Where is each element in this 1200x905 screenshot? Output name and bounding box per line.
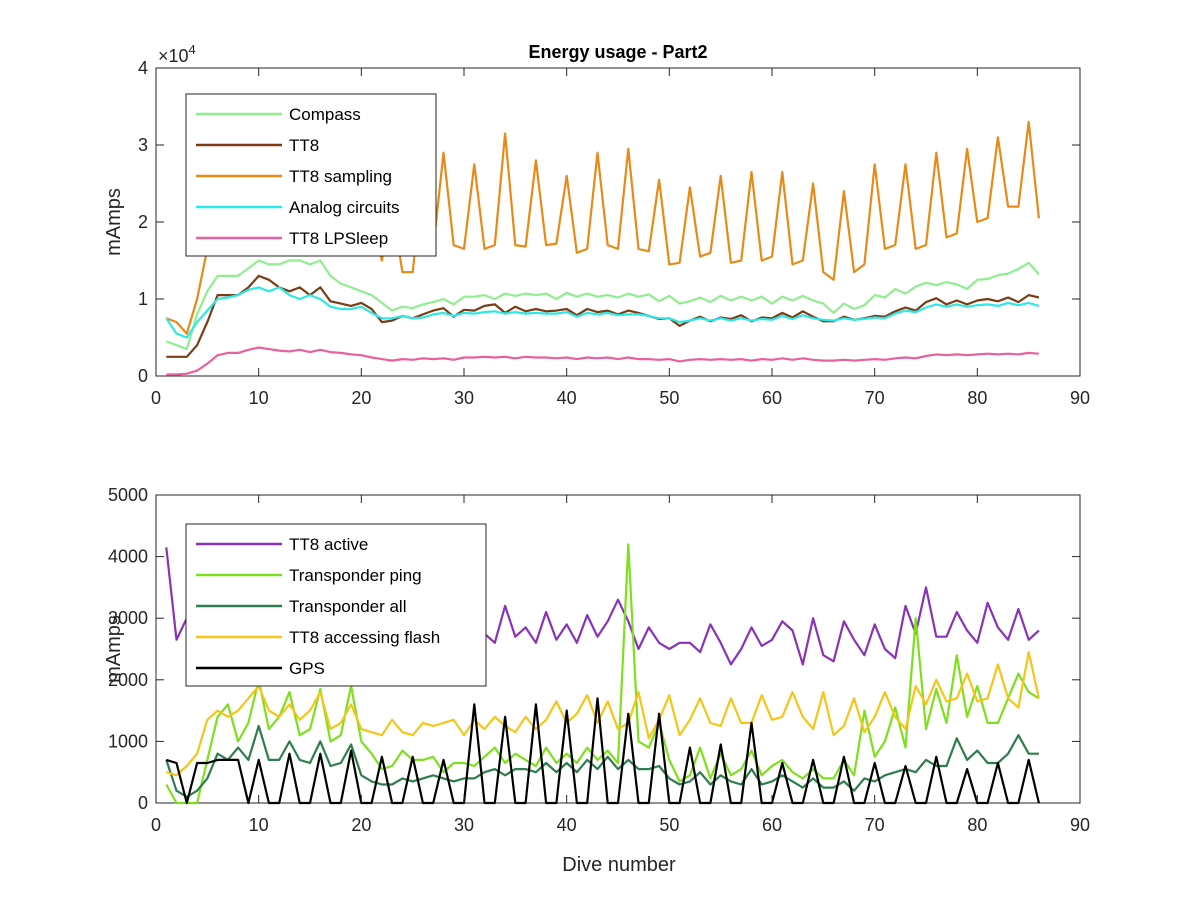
bottom-y-tick-label: 5000 (108, 485, 148, 505)
top-y-tick-label: 1 (138, 289, 148, 309)
bottom-x-tick-label: 70 (865, 815, 885, 835)
bottom-legend-label: GPS (289, 659, 325, 678)
bottom-series-line-5 (165, 697, 1040, 805)
bottom-x-axis-label: Dive number (562, 854, 676, 876)
top-series-line-4 (165, 286, 1040, 339)
top-y-tick-label: 0 (138, 366, 148, 386)
top-legend-label: TT8 sampling (289, 167, 392, 186)
bottom-x-tick-label: 40 (557, 815, 577, 835)
bottom-x-tick-label: 60 (762, 815, 782, 835)
bottom-legend-label: TT8 accessing flash (289, 628, 440, 647)
top-y-tick-label: 4 (138, 58, 148, 78)
bottom-legend-label: Transponder ping (289, 566, 422, 585)
bottom-x-tick-label: 80 (967, 815, 987, 835)
exponent-power: 4 (189, 42, 196, 57)
top-legend-label: Analog circuits (289, 198, 400, 217)
top-series-group (165, 120, 1040, 376)
bottom-x-tick-label: 30 (454, 815, 474, 835)
top-x-tick-label: 0 (151, 388, 161, 408)
top-series-line-1 (165, 259, 1040, 351)
bottom-y-tick-label: 0 (138, 793, 148, 813)
top-y-tick-label: 2 (138, 212, 148, 232)
top-x-tick-label: 40 (557, 388, 577, 408)
top-legend: Compass TT8 TT8 sampling Analog circuits TT8… (185, 93, 437, 257)
bottom-legend-label: TT8 active (289, 535, 368, 554)
bottom-x-tick-label: 90 (1070, 815, 1090, 835)
exponent-base: ×10 (158, 46, 189, 66)
top-x-tick-label: 30 (454, 388, 474, 408)
top-x-tick-label: 60 (762, 388, 782, 408)
top-chart: 0 10 20 30 40 50 60 70 80 90 0 1 2 3 4 Energy usage - … (103, 42, 1090, 408)
top-x-tick-label: 90 (1070, 388, 1090, 408)
bottom-chart: 0 10 20 30 40 50 60 70 80 90 0 1000 2000 3000 4000 5000… (103, 485, 1090, 876)
top-y-exponent: ×104 (158, 42, 196, 66)
bottom-y-tick-label: 2000 (108, 670, 148, 690)
top-series-line-5 (166, 346, 1039, 376)
top-x-tick-label: 10 (249, 388, 269, 408)
top-y-axis-label: mAmps (103, 188, 125, 256)
bottom-legend-label: Transponder all (289, 597, 407, 616)
top-x-tick-label: 50 (659, 388, 679, 408)
top-y-tick-label: 3 (138, 135, 148, 155)
bottom-x-tick-label: 10 (249, 815, 269, 835)
top-x-tick-label: 80 (967, 388, 987, 408)
bottom-legend: TT8 active Transponder ping Transponder al… (185, 523, 487, 687)
top-x-tick-label: 70 (865, 388, 885, 408)
bottom-x-tick-label: 20 (351, 815, 371, 835)
chart-title: Energy usage - Part2 (528, 42, 707, 62)
bottom-y-tick-label: 4000 (108, 547, 148, 567)
bottom-x-tick-label: 50 (659, 815, 679, 835)
top-legend-label: TT8 (289, 136, 319, 155)
top-x-tick-label: 20 (351, 388, 371, 408)
top-series-line-2 (166, 274, 1040, 358)
bottom-x-tick-label: 0 (151, 815, 161, 835)
bottom-y-axis-label: mAmps (103, 615, 125, 683)
top-legend-label: TT8 LPSleep (289, 229, 388, 248)
bottom-y-tick-label: 3000 (108, 608, 148, 628)
top-legend-label: Compass (289, 105, 361, 124)
bottom-series-group (165, 543, 1040, 805)
top-ticks: 0 10 20 30 40 50 60 70 80 90 0 1 2 3 4 (138, 58, 1090, 408)
bottom-series-line-4 (165, 650, 1040, 777)
bottom-series-line-3 (165, 724, 1039, 798)
bottom-y-tick-label: 1000 (108, 731, 148, 751)
bottom-ticks: 0 10 20 30 40 50 60 70 80 90 0 1000 2000 3000 4000 5000 (108, 485, 1090, 835)
